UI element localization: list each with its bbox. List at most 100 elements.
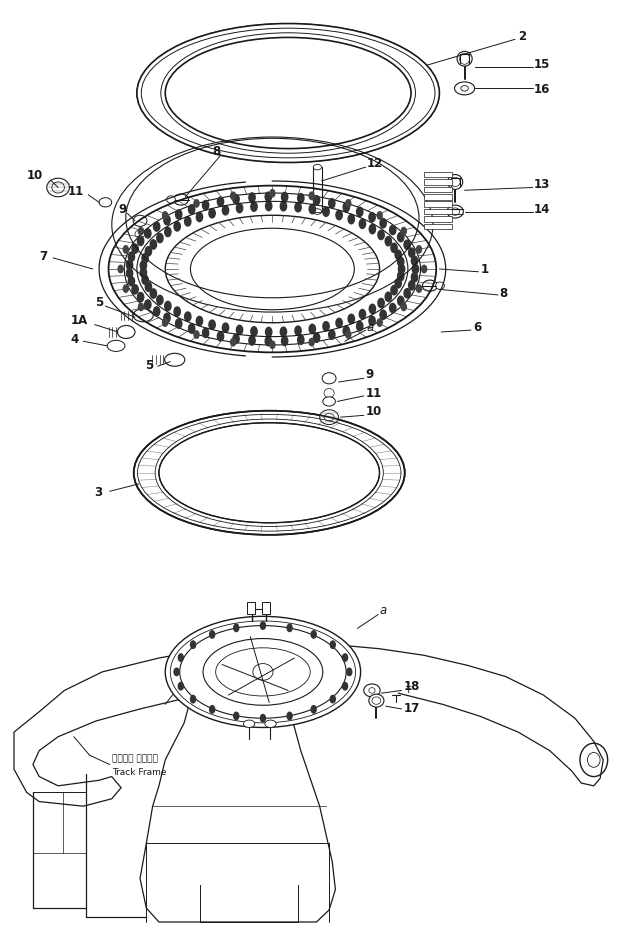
Circle shape xyxy=(378,231,384,240)
Circle shape xyxy=(153,223,160,232)
Circle shape xyxy=(191,641,196,649)
Circle shape xyxy=(395,279,401,289)
Circle shape xyxy=(179,654,184,662)
Circle shape xyxy=(389,304,396,314)
Circle shape xyxy=(356,322,363,331)
Ellipse shape xyxy=(165,38,411,149)
Circle shape xyxy=(185,217,191,226)
Ellipse shape xyxy=(422,281,437,292)
Circle shape xyxy=(287,713,292,720)
Circle shape xyxy=(145,248,151,257)
Circle shape xyxy=(141,262,147,271)
Circle shape xyxy=(145,283,151,292)
Bar xyxy=(423,210,452,215)
Circle shape xyxy=(260,715,265,722)
Circle shape xyxy=(175,319,182,329)
Circle shape xyxy=(329,330,335,340)
Bar xyxy=(423,202,452,208)
Circle shape xyxy=(391,244,398,253)
Circle shape xyxy=(233,335,239,344)
Circle shape xyxy=(342,654,348,662)
Circle shape xyxy=(311,631,316,638)
Ellipse shape xyxy=(173,195,189,206)
Circle shape xyxy=(343,327,349,336)
Circle shape xyxy=(398,272,404,281)
Circle shape xyxy=(142,254,148,264)
Circle shape xyxy=(280,202,287,212)
Circle shape xyxy=(236,204,242,213)
Circle shape xyxy=(179,683,184,690)
Bar xyxy=(246,602,255,615)
Text: 9: 9 xyxy=(118,203,126,216)
Circle shape xyxy=(346,200,351,208)
Ellipse shape xyxy=(265,720,276,728)
Circle shape xyxy=(153,307,160,316)
Circle shape xyxy=(280,328,287,337)
Circle shape xyxy=(145,229,151,238)
Text: 1A: 1A xyxy=(71,314,88,327)
Circle shape xyxy=(174,307,180,316)
Circle shape xyxy=(336,212,342,221)
Circle shape xyxy=(163,213,168,220)
Circle shape xyxy=(164,216,170,226)
Circle shape xyxy=(185,313,191,322)
Circle shape xyxy=(203,201,209,211)
Ellipse shape xyxy=(244,720,254,728)
Text: 4: 4 xyxy=(71,332,79,345)
Bar xyxy=(423,225,452,230)
Circle shape xyxy=(309,325,315,334)
Circle shape xyxy=(346,331,351,339)
Circle shape xyxy=(157,234,163,243)
Ellipse shape xyxy=(324,389,334,398)
Circle shape xyxy=(348,215,354,225)
Circle shape xyxy=(266,328,272,337)
Circle shape xyxy=(313,334,320,343)
Circle shape xyxy=(209,210,215,219)
Circle shape xyxy=(311,706,316,714)
Ellipse shape xyxy=(107,341,125,352)
Circle shape xyxy=(411,257,418,266)
Circle shape xyxy=(251,328,257,337)
Circle shape xyxy=(175,211,182,220)
Text: 2: 2 xyxy=(518,30,526,43)
Circle shape xyxy=(360,220,366,229)
Text: T: T xyxy=(404,685,410,694)
Circle shape xyxy=(222,206,229,215)
Circle shape xyxy=(401,303,406,311)
Text: 10: 10 xyxy=(366,405,382,418)
Circle shape xyxy=(295,327,301,336)
Circle shape xyxy=(189,205,195,214)
Text: 16: 16 xyxy=(534,83,550,96)
Circle shape xyxy=(360,310,366,319)
Circle shape xyxy=(391,286,398,295)
Circle shape xyxy=(343,203,349,213)
Circle shape xyxy=(385,293,391,303)
Circle shape xyxy=(389,226,396,236)
Circle shape xyxy=(217,332,223,342)
Ellipse shape xyxy=(447,206,463,219)
Ellipse shape xyxy=(133,309,153,322)
Ellipse shape xyxy=(117,326,135,339)
Circle shape xyxy=(165,302,171,311)
Circle shape xyxy=(369,316,375,326)
Text: 6: 6 xyxy=(473,320,481,333)
Text: 5: 5 xyxy=(145,358,153,371)
Circle shape xyxy=(132,286,138,295)
Circle shape xyxy=(210,706,215,714)
Circle shape xyxy=(369,226,375,235)
Circle shape xyxy=(128,252,135,262)
Text: 8: 8 xyxy=(499,287,508,300)
Circle shape xyxy=(282,337,288,346)
Text: 10: 10 xyxy=(27,169,43,182)
Circle shape xyxy=(266,202,272,212)
Ellipse shape xyxy=(99,199,111,208)
Bar xyxy=(261,602,270,615)
Circle shape xyxy=(139,228,144,236)
Circle shape xyxy=(236,326,242,335)
Circle shape xyxy=(174,668,179,676)
Circle shape xyxy=(210,631,215,638)
Circle shape xyxy=(141,269,147,277)
Ellipse shape xyxy=(180,625,346,718)
Ellipse shape xyxy=(47,179,70,198)
Text: 15: 15 xyxy=(534,58,550,71)
